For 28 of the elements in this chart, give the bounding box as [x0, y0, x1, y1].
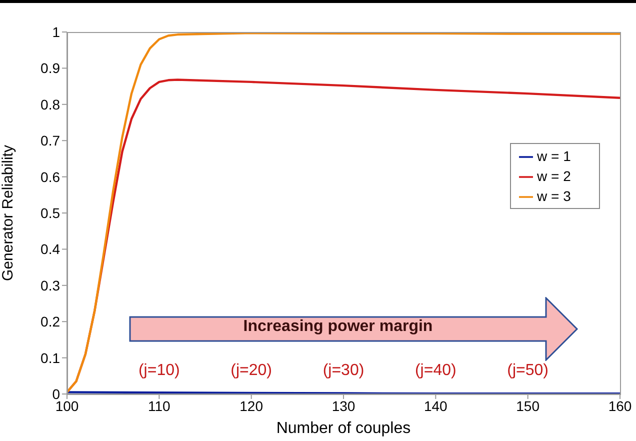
y-tick-label: 0.6 [40, 168, 60, 185]
annotation: (j=20) [230, 362, 273, 380]
x-tick-label: 110 [148, 398, 171, 414]
x-tick-label: 130 [332, 398, 356, 414]
y-tick-label: 0.1 [40, 350, 60, 366]
legend-label: w = 3 [537, 188, 571, 204]
x-tick-label: 160 [608, 398, 632, 414]
y-tick-label: 0.9 [40, 60, 60, 76]
y-tick-label: 0.3 [40, 277, 60, 294]
x-axis-title: Number of couples [276, 420, 411, 437]
x-tick-label: 150 [516, 398, 540, 414]
annotation: (j=10) [137, 362, 181, 380]
annotation: (j=40) [414, 362, 458, 380]
legend-label: w = 2 [537, 168, 571, 184]
y-tick-label: 0.4 [40, 241, 60, 258]
legend-label: w = 1 [537, 148, 571, 164]
y-tick-label: 0.5 [40, 204, 60, 221]
x-tick-label: 140 [424, 398, 448, 414]
annotation: (j=30) [322, 362, 366, 380]
annotation: (j=50) [506, 362, 550, 380]
y-tick-label: 0.8 [40, 96, 60, 112]
y-tick-label: 0.2 [40, 314, 60, 330]
annotation: Increasing power margin [242, 318, 434, 336]
y-axis-title: Generator Reliability [0, 144, 16, 281]
y-tick-label: 0.7 [40, 132, 60, 149]
x-tick-label: 120 [240, 398, 264, 414]
y-tick-label: 0 [52, 386, 60, 402]
y-tick-label: 1 [52, 24, 60, 40]
